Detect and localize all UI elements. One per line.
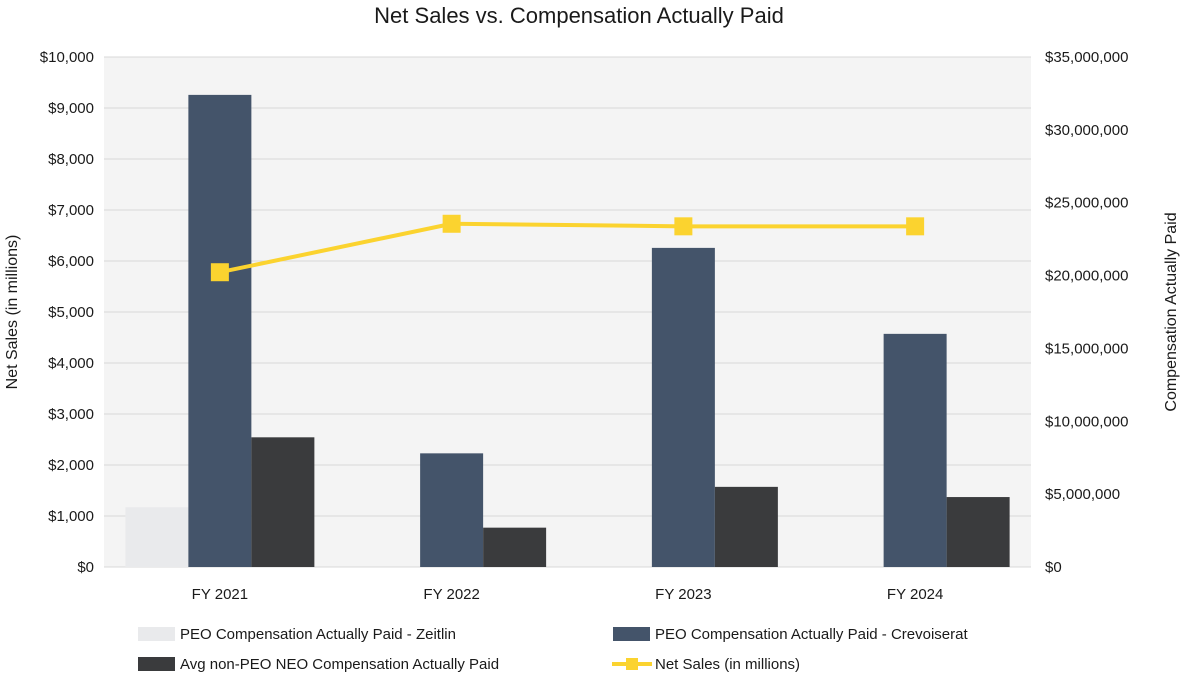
left-tick-label: $6,000 bbox=[48, 253, 94, 270]
legend-swatch-zeitlin bbox=[138, 627, 175, 641]
bar bbox=[251, 437, 315, 567]
bar bbox=[420, 453, 484, 567]
right-tick-label: $20,000,000 bbox=[1045, 268, 1128, 285]
net-sales-point bbox=[906, 217, 925, 236]
legend-item-avg-neo: Avg non-PEO NEO Compensation Actually Pa… bbox=[138, 656, 499, 673]
legend-label-zeitlin: PEO Compensation Actually Paid - Zeitlin bbox=[180, 626, 456, 643]
left-axis: $0 $1,000 $2,000 $3,000 $4,000 $5,000 $6,000 $7… bbox=[40, 49, 94, 576]
left-tick-label: $2,000 bbox=[48, 457, 94, 474]
bar bbox=[714, 486, 778, 567]
legend: PEO Compensation Actually Paid - Zeitlin… bbox=[138, 626, 968, 673]
legend-item-net-sales: Net Sales (in millions) bbox=[612, 656, 800, 673]
legend-label-avg-neo: Avg non-PEO NEO Compensation Actually Pa… bbox=[180, 656, 499, 673]
legend-item-crevoiserat: PEO Compensation Actually Paid - Crevois… bbox=[613, 626, 968, 643]
net-sales-point bbox=[210, 263, 229, 282]
line-series bbox=[210, 214, 925, 282]
x-tick-label: FY 2023 bbox=[655, 586, 711, 603]
right-tick-label: $30,000,000 bbox=[1045, 122, 1128, 139]
right-tick-label: $35,000,000 bbox=[1045, 49, 1128, 66]
right-tick-label: $10,000,000 bbox=[1045, 413, 1128, 430]
left-tick-label: $1,000 bbox=[48, 508, 94, 525]
legend-marker-net-sales bbox=[626, 658, 638, 670]
bar bbox=[188, 94, 252, 567]
left-tick-label: $8,000 bbox=[48, 151, 94, 168]
net-sales-line bbox=[219, 221, 916, 275]
left-tick-label: $4,000 bbox=[48, 355, 94, 372]
legend-label-net-sales: Net Sales (in millions) bbox=[655, 656, 800, 673]
bar bbox=[125, 507, 189, 567]
chart-title: Net Sales vs. Compensation Actually Paid bbox=[374, 3, 784, 28]
bar bbox=[883, 333, 947, 567]
bar bbox=[651, 247, 715, 567]
left-tick-label: $10,000 bbox=[40, 49, 94, 66]
right-tick-label: $5,000,000 bbox=[1045, 486, 1120, 503]
bar bbox=[946, 497, 1010, 567]
right-tick-label: $15,000,000 bbox=[1045, 340, 1128, 357]
left-tick-label: $9,000 bbox=[48, 100, 94, 117]
left-tick-label: $5,000 bbox=[48, 304, 94, 321]
x-axis: FY 2021 FY 2022 FY 2023 FY 2024 bbox=[192, 586, 944, 603]
legend-swatch-crevoiserat bbox=[613, 627, 650, 641]
y-axis-right-label: Compensation Actually Paid bbox=[1163, 212, 1180, 411]
left-tick-label: $0 bbox=[77, 559, 94, 576]
legend-swatch-avg-neo bbox=[138, 657, 175, 671]
net-sales-point bbox=[442, 214, 461, 233]
bar-series bbox=[125, 94, 1010, 567]
x-tick-label: FY 2021 bbox=[192, 586, 248, 603]
x-tick-label: FY 2022 bbox=[423, 586, 479, 603]
net-sales-point bbox=[674, 217, 693, 236]
y-axis-left-label: Net Sales (in millions) bbox=[4, 235, 21, 390]
legend-label-crevoiserat: PEO Compensation Actually Paid - Crevois… bbox=[655, 626, 968, 643]
x-tick-label: FY 2024 bbox=[887, 586, 943, 603]
bar bbox=[483, 527, 547, 567]
right-axis: $0 $5,000,000 $10,000,000 $15,000,000 $20,00… bbox=[1045, 49, 1128, 576]
right-tick-label: $25,000,000 bbox=[1045, 195, 1128, 212]
left-tick-label: $3,000 bbox=[48, 406, 94, 423]
right-tick-label: $0 bbox=[1045, 559, 1062, 576]
legend-item-zeitlin: PEO Compensation Actually Paid - Zeitlin bbox=[138, 626, 456, 643]
left-tick-label: $7,000 bbox=[48, 202, 94, 219]
